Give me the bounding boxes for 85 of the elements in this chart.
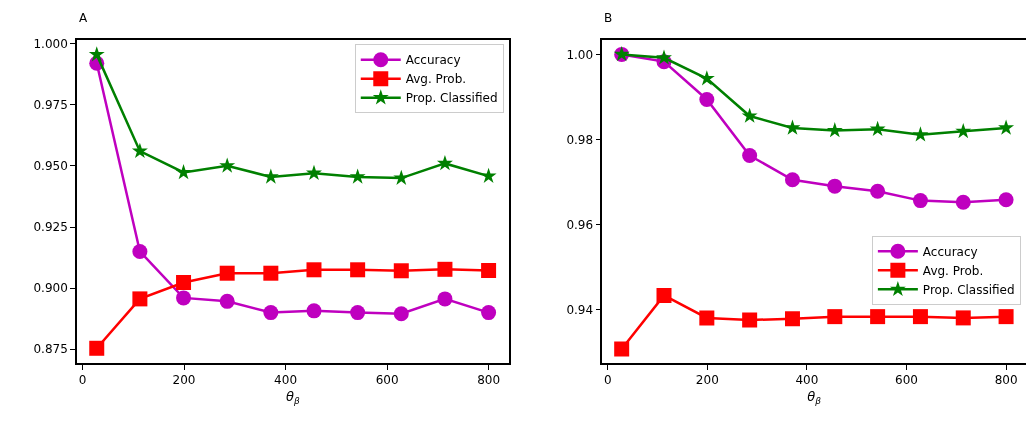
legend-label: Prop. Classified [405, 91, 498, 106]
point [437, 261, 453, 277]
point [870, 183, 886, 199]
point [784, 119, 801, 135]
point [827, 178, 843, 194]
point [175, 164, 192, 180]
point [869, 120, 886, 136]
point [89, 340, 105, 356]
point [656, 287, 672, 303]
y-tick-label: 0.900 [33, 281, 68, 296]
legend-label: Accuracy [922, 244, 978, 259]
legend-label: Avg. Prob. [405, 72, 467, 87]
point [784, 311, 800, 327]
point [481, 263, 497, 279]
point [306, 262, 322, 278]
point [131, 142, 148, 158]
point [912, 126, 929, 142]
point [955, 122, 972, 139]
legend-label: Prop. Classified [922, 282, 1015, 297]
x-tick-label: 800 [477, 373, 501, 388]
point [219, 265, 235, 281]
x-axis-title: θ$_{β}$ [807, 389, 822, 406]
x-tick-label: 0 [78, 373, 87, 388]
point [784, 172, 800, 188]
point [219, 293, 235, 309]
point [132, 291, 148, 307]
x-tick-label: 400 [795, 373, 819, 388]
point [998, 192, 1014, 208]
y-tick-label: 1.000 [33, 36, 68, 51]
point [741, 107, 758, 123]
point [998, 119, 1015, 135]
point [88, 46, 105, 62]
x-tick-label: 800 [994, 373, 1018, 388]
point [350, 305, 366, 321]
point [176, 290, 192, 306]
point [349, 168, 366, 184]
point [306, 303, 322, 319]
y-tick-label: 0.98 [566, 132, 594, 147]
y-tick-label: 0.875 [33, 342, 68, 357]
point [998, 309, 1014, 325]
point [132, 243, 148, 259]
y-tick-label: 0.94 [566, 302, 594, 317]
point [263, 265, 279, 281]
x-tick-label: 0 [603, 373, 612, 388]
chart-title: B [604, 11, 613, 25]
x-tick-label: 200 [172, 373, 196, 388]
point [350, 262, 366, 278]
point [262, 168, 279, 184]
x-axis-title: θ$_{β}$ [286, 389, 300, 406]
point [219, 157, 236, 173]
point [306, 164, 322, 181]
point [742, 148, 758, 164]
point [481, 305, 497, 321]
x-tick-label: 200 [695, 373, 719, 388]
point [955, 310, 971, 326]
y-tick-label: 0.950 [33, 159, 68, 174]
chart-title: A [79, 11, 88, 25]
point [393, 263, 409, 279]
y-tick-label: 0.925 [33, 220, 68, 235]
point [437, 291, 453, 307]
point [698, 70, 715, 86]
point [826, 122, 843, 138]
x-tick-label: 400 [274, 373, 298, 388]
y-tick-label: 1.00 [566, 47, 594, 62]
point [912, 193, 928, 209]
point [263, 305, 279, 321]
point [955, 194, 971, 210]
point [827, 309, 843, 325]
point [480, 167, 497, 183]
legend-label: Avg. Prob. [922, 263, 984, 278]
point [656, 49, 672, 65]
point [742, 312, 758, 328]
x-tick-label: 600 [375, 373, 399, 388]
point [699, 310, 715, 326]
point [870, 309, 886, 325]
point [699, 91, 715, 107]
point [436, 155, 453, 171]
y-tick-label: 0.975 [33, 97, 68, 112]
point [393, 306, 409, 322]
point [176, 275, 192, 291]
legend-label: Accuracy [405, 53, 461, 68]
y-tick-label: 0.96 [566, 217, 594, 232]
point [912, 309, 928, 325]
point [614, 341, 630, 357]
x-tick-label: 600 [895, 373, 918, 388]
